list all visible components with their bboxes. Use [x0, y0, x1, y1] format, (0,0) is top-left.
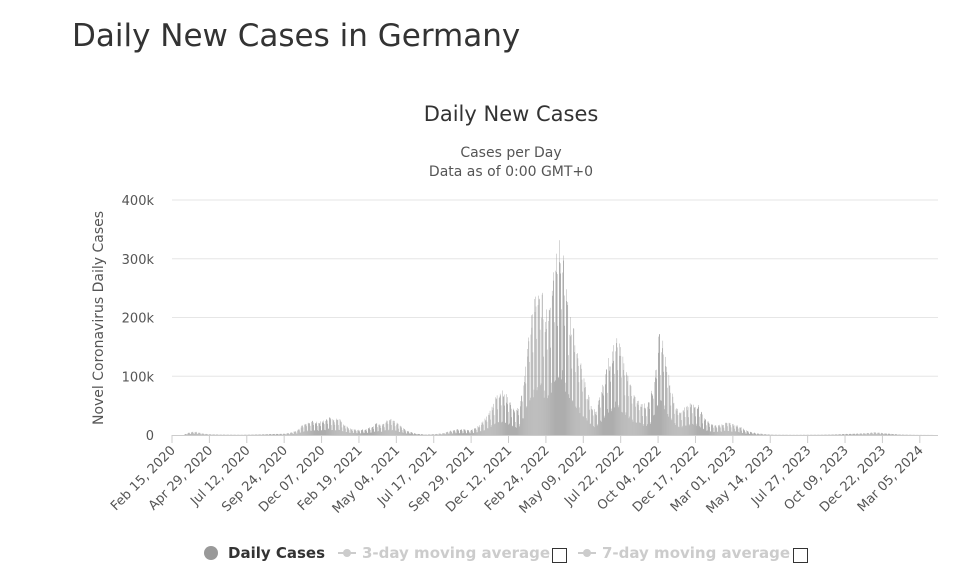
- x-tick-label: Mar 05, 2024: [855, 443, 927, 515]
- legend: Daily Cases 3-day moving average 7-day m…: [0, 540, 953, 570]
- x-tick-label: Mar 01, 2023: [668, 443, 740, 515]
- x-tick-label: Dec 12, 2021: [443, 443, 515, 515]
- x-tick-label: Feb 24, 2022: [482, 443, 553, 514]
- y-tick-label: 200k: [122, 312, 155, 327]
- legend-label-3-day-average: 3-day moving average: [362, 544, 551, 562]
- x-tick-label: Dec 22, 2023: [817, 443, 889, 515]
- y-tick-label: 100k: [122, 370, 155, 385]
- legend-item-7-day-average[interactable]: 7-day moving average: [578, 544, 790, 562]
- checkbox-3-day-average[interactable]: [552, 548, 567, 563]
- legend-line-marker-icon: [338, 548, 356, 558]
- y-tick-label: 300k: [122, 253, 155, 268]
- y-tick-label: 0: [146, 429, 154, 444]
- x-tick-label: Sep 29, 2021: [406, 443, 478, 515]
- grid-lines: [172, 199, 938, 377]
- checkbox-7-day-average[interactable]: [793, 548, 808, 563]
- x-tick-label: Feb 15, 2020: [108, 443, 179, 514]
- y-axis-label: Novel Coronavirus Daily Cases: [91, 211, 107, 425]
- daily-cases-chart: Daily New Cases Cases per Day Data as of…: [91, 102, 938, 517]
- y-tick-label: 400k: [122, 194, 155, 209]
- x-tick-label: Dec 17, 2022: [630, 443, 702, 515]
- bars: [184, 240, 934, 436]
- legend-line-marker-icon: [578, 548, 596, 558]
- legend-label-daily-cases: Daily Cases: [228, 544, 326, 562]
- x-tick-label: Dec 07, 2020: [256, 443, 328, 515]
- chart-subtitle-line-1: Cases per Day: [460, 145, 561, 161]
- x-tick-label: Sep 24, 2020: [219, 443, 291, 515]
- page-title: Daily New Cases in Germany: [72, 18, 521, 54]
- legend-marker-dot-icon: [204, 546, 218, 560]
- chart-title: Daily New Cases: [424, 102, 599, 126]
- legend-item-3-day-average[interactable]: 3-day moving average: [338, 544, 550, 562]
- chart-subtitle-line-2: Data as of 0:00 GMT+0: [429, 164, 593, 180]
- legend-item-daily-cases[interactable]: Daily Cases: [204, 544, 325, 562]
- x-tick-label: Feb 19, 2021: [295, 443, 366, 514]
- legend-label-7-day-average: 7-day moving average: [602, 544, 791, 562]
